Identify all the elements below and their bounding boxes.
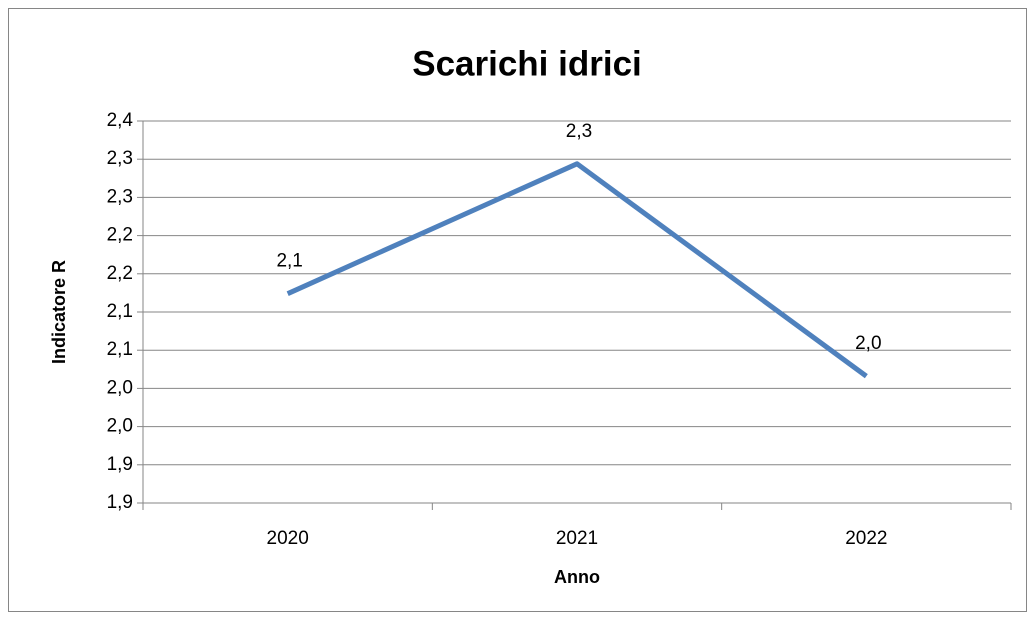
y-tick-label: 2,2 — [107, 263, 133, 284]
data-label: 2,3 — [566, 121, 592, 142]
y-tick-label: 2,2 — [107, 225, 133, 246]
x-axis-title: Anno — [554, 567, 600, 587]
y-tick-label: 2,1 — [107, 301, 133, 322]
y-tick-label: 1,9 — [107, 492, 133, 513]
y-axis-title: Indicatore R — [49, 260, 69, 364]
data-label: 2,1 — [276, 251, 302, 272]
chart-title: Scarichi idrici — [412, 44, 642, 83]
y-tick-label: 1,9 — [107, 454, 133, 475]
x-tick-label: 2020 — [267, 528, 309, 549]
data-label: 2,0 — [855, 333, 881, 354]
y-tick-label: 2,1 — [107, 339, 133, 360]
x-tick-label: 2021 — [556, 528, 598, 549]
y-tick-label: 2,3 — [107, 186, 133, 207]
chart-border — [8, 8, 1027, 612]
data-line — [286, 161, 868, 379]
y-tick-label: 2,0 — [107, 377, 133, 398]
y-tick-label: 2,4 — [107, 110, 134, 131]
y-tick-label: 2,3 — [107, 148, 133, 169]
y-tick-label: 2,0 — [107, 416, 133, 437]
x-tick-label: 2022 — [845, 528, 887, 549]
